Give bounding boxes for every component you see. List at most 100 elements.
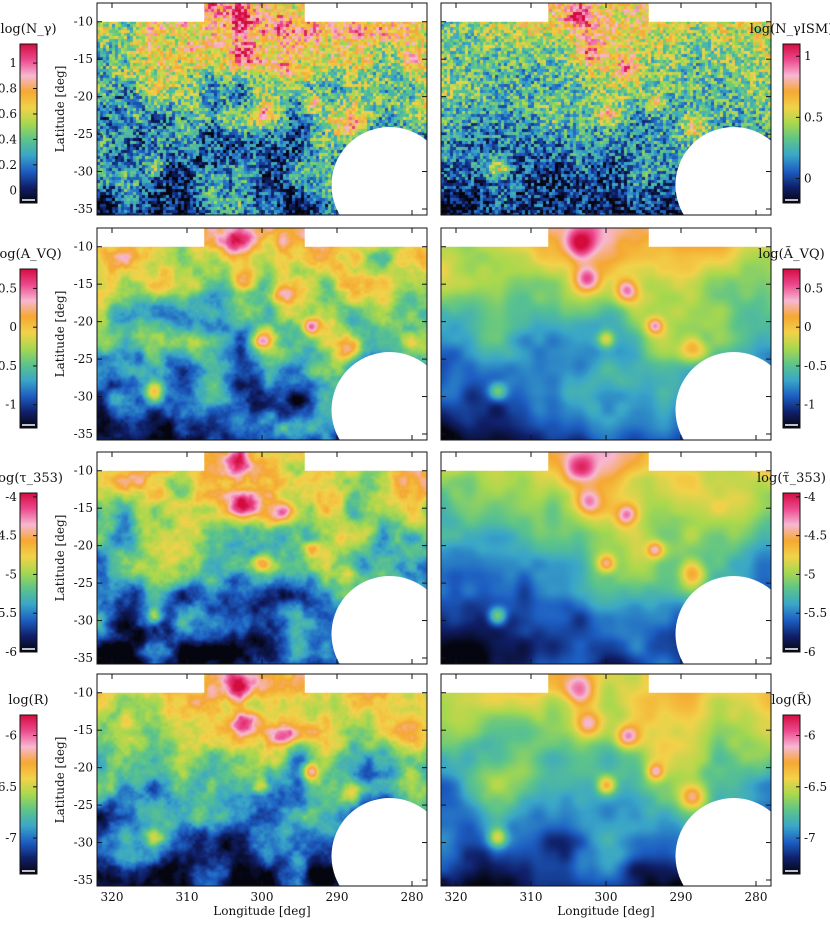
x-tick-label: 310	[176, 890, 199, 904]
colorbar-tick-label: -0.5	[804, 359, 827, 373]
colorbar-label: log(R)	[8, 693, 48, 708]
y-tick-label: -20	[74, 90, 93, 104]
colorbar-tick-label: 0	[804, 172, 812, 186]
colorbar-gradient	[782, 268, 801, 429]
colorbar-gradient	[782, 43, 801, 204]
map-panel: -10 -15 -20 -25 -30 -35 Latitude [deg]	[53, 227, 428, 441]
colorbar-tick-label: -6.5	[804, 780, 827, 794]
colorbar-tick-label: 0.8	[0, 82, 17, 96]
colorbar-tick-label: 0	[804, 320, 812, 334]
y-tick-label: -35	[74, 873, 93, 887]
x-tick-label: 320	[101, 890, 124, 904]
y-tick-label: -35	[74, 427, 93, 441]
y-tick-label: -10	[74, 464, 93, 478]
y-tick-label: -20	[74, 761, 93, 775]
y-tick-label: -30	[74, 390, 93, 404]
colorbar: log(τ̃_353) -4 -4.5 -5 -5.5 -6	[757, 471, 827, 659]
x-axis-label: Longitude [deg]	[557, 904, 654, 918]
x-tick-label: 290	[670, 890, 693, 904]
colorbar-label: log(A_VQ)	[0, 247, 62, 262]
colorbar: log(τ_353) -4 -4.5 -5 -5.5 -6	[0, 471, 63, 659]
colorbar-tick-label: -1	[804, 398, 816, 412]
y-tick-label: -10	[74, 686, 93, 700]
colorbar-tick-label: -4	[804, 490, 816, 504]
y-tick-label: -25	[74, 798, 93, 812]
colorbar-tick-label: 0.6	[0, 107, 17, 121]
y-axis-label: Latitude [deg]	[53, 291, 67, 378]
heatmap-image	[441, 228, 771, 440]
colorbar-tick-label: 0	[9, 320, 17, 334]
x-tick-label: 290	[326, 890, 349, 904]
colorbar-tick-label: -4	[5, 490, 17, 504]
y-tick-label: -20	[74, 315, 93, 329]
colorbar: log(R̃) -6 -6.5 -7	[771, 692, 827, 875]
heatmap-image	[441, 674, 771, 886]
y-tick-label: -30	[74, 165, 93, 179]
colorbar-tick-label: -4.5	[804, 529, 827, 543]
colorbar-tick-label: -6.5	[0, 780, 17, 794]
y-tick-label: -35	[74, 202, 93, 216]
colorbar-tick-label: -5	[5, 567, 17, 581]
colorbar-label: log(Ã_VQ)	[758, 246, 824, 262]
x-tick-label: 300	[595, 890, 618, 904]
y-tick-label: -30	[74, 836, 93, 850]
colorbar-label: log(N_γISM)	[750, 22, 830, 37]
colorbar-tick-label: 1	[804, 49, 812, 63]
colorbar: log(A_VQ) 0.5 0 -0.5 -1	[0, 247, 62, 429]
colorbar-tick-label: 0	[9, 183, 17, 197]
colorbar-tick-label: -5	[804, 567, 816, 581]
colorbar-tick-label: 1	[9, 56, 17, 70]
heatmap-image	[97, 228, 427, 440]
colorbar-tick-label: -6	[5, 729, 17, 743]
map-panel	[440, 451, 772, 665]
y-tick-label: -20	[74, 539, 93, 553]
map-panel	[440, 2, 772, 216]
colorbar-tick-label: -4.5	[0, 529, 17, 543]
heatmap-image	[97, 3, 427, 215]
y-tick-label: -15	[74, 723, 93, 737]
y-tick-label: -30	[74, 614, 93, 628]
colorbar-tick-label: -1	[5, 398, 17, 412]
y-tick-label: -25	[74, 576, 93, 590]
y-tick-label: -25	[74, 352, 93, 366]
y-tick-label: -10	[74, 240, 93, 254]
x-tick-label: 300	[251, 890, 274, 904]
heatmap-image	[97, 674, 427, 886]
y-tick-label: -15	[74, 52, 93, 66]
colorbar: log(N_γ) 1 0.8 0.6 0.4 0.2 0	[0, 22, 57, 204]
colorbar-gradient	[19, 492, 38, 653]
map-panel	[440, 227, 772, 441]
colorbar-tick-label: 0.5	[804, 281, 823, 295]
colorbar-tick-label: -7	[804, 831, 816, 845]
colorbar-label: log(τ̃_353)	[757, 471, 826, 486]
heatmap-image	[441, 3, 771, 215]
colorbar: log(N_γISM) 1 0.5 0	[750, 22, 830, 204]
colorbar-tick-label: -6	[5, 645, 17, 659]
map-panel: 320 310 300 290 280 -10 -15 -20 -25 -30 -35 Latitud…	[53, 673, 428, 918]
y-tick-label: -15	[74, 277, 93, 291]
colorbar-gradient	[782, 714, 801, 875]
colorbar: log(Ã_VQ) 0.5 0 -0.5 -1	[758, 246, 827, 429]
colorbar-tick-label: 0.2	[0, 158, 17, 172]
map-panel: -10 -15 -20 -25 -30 -35 Latitude [deg]	[53, 2, 428, 216]
colorbar-gradient	[782, 492, 801, 653]
y-tick-label: -15	[74, 501, 93, 515]
colorbar-tick-label: -6	[804, 729, 816, 743]
colorbar-gradient	[19, 268, 38, 429]
x-tick-label: 280	[401, 890, 424, 904]
y-tick-label: -10	[74, 15, 93, 29]
y-axis-label: Latitude [deg]	[53, 515, 67, 602]
colorbar-tick-label: -6	[804, 645, 816, 659]
y-tick-label: -25	[74, 127, 93, 141]
colorbar-label: log(τ_353)	[0, 471, 63, 486]
colorbar-gradient	[19, 43, 38, 204]
colorbar-tick-label: 0.5	[0, 281, 17, 295]
colorbar-tick-label: -5.5	[0, 606, 17, 620]
colorbar-label: log(N_γ)	[0, 22, 56, 37]
colorbar-tick-label: -5.5	[804, 606, 827, 620]
x-tick-label: 320	[445, 890, 468, 904]
y-axis-label: Latitude [deg]	[53, 66, 67, 153]
colorbar-tick-label: -0.5	[0, 359, 17, 373]
